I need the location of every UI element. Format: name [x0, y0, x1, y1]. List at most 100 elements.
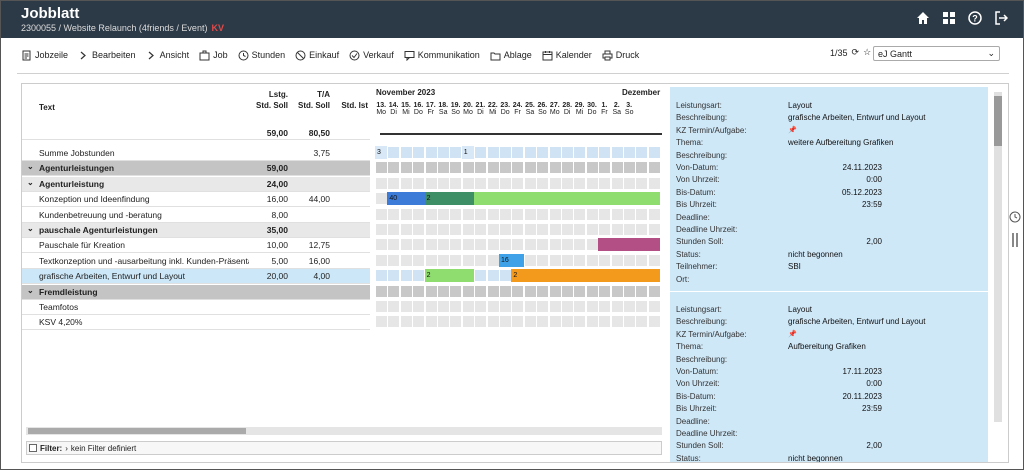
gantt-bar[interactable]: [598, 238, 661, 252]
gantt-cell[interactable]: [623, 207, 636, 221]
help-icon[interactable]: ?: [967, 10, 983, 26]
table-row[interactable]: Textkonzeption und -ausarbeitung inkl. K…: [22, 254, 370, 269]
gantt-cell[interactable]: [647, 207, 661, 221]
gantt-bar[interactable]: 1: [461, 146, 475, 159]
gantt-cell[interactable]: [573, 176, 587, 190]
gantt-cell[interactable]: [474, 207, 488, 221]
chevron-down-icon[interactable]: ⌄: [27, 177, 34, 187]
gantt-cell[interactable]: [647, 161, 661, 175]
gantt-cell[interactable]: [387, 300, 401, 313]
gantt-cell[interactable]: [523, 146, 537, 159]
gantt-bar[interactable]: 2: [424, 269, 475, 283]
gantt-cell[interactable]: [375, 269, 388, 283]
gantt-cell[interactable]: [499, 176, 512, 190]
gantt-cell[interactable]: [585, 284, 599, 298]
gantt-cell[interactable]: [437, 284, 450, 298]
gantt-cell[interactable]: [610, 300, 624, 313]
gantt-cell[interactable]: [449, 161, 463, 175]
gantt-cell[interactable]: [449, 146, 463, 159]
gantt-cell[interactable]: [461, 284, 475, 298]
gantt-cell[interactable]: [511, 207, 525, 221]
gantt-cell[interactable]: [523, 176, 537, 190]
gantt-cell[interactable]: [548, 223, 562, 236]
gantt-cell[interactable]: [375, 223, 388, 236]
gantt-cell[interactable]: [375, 207, 388, 221]
gantt-cell[interactable]: [610, 176, 624, 190]
gantt-cell[interactable]: [387, 207, 401, 221]
gantt-cell[interactable]: [461, 300, 475, 313]
gantt-cell[interactable]: [449, 253, 463, 267]
gantt-cell[interactable]: [523, 238, 537, 252]
gantt-cell[interactable]: [474, 315, 488, 329]
gantt-cell[interactable]: [461, 315, 475, 329]
gantt-cell[interactable]: [449, 207, 463, 221]
gantt-cell[interactable]: [399, 146, 413, 159]
gantt-cell[interactable]: [387, 238, 401, 252]
toolbar-item-ansicht[interactable]: Ansicht: [146, 50, 189, 61]
gantt-cell[interactable]: [647, 146, 661, 159]
gantt-cell[interactable]: [573, 146, 587, 159]
table-row[interactable]: Teamfotos: [22, 300, 370, 315]
gantt-cell[interactable]: [399, 207, 413, 221]
gantt-cell[interactable]: [474, 238, 488, 252]
gantt-cell[interactable]: [610, 284, 624, 298]
toolbar-item-ablage[interactable]: Ablage: [490, 50, 532, 61]
gantt-cell[interactable]: [474, 223, 488, 236]
clock-icon[interactable]: [1009, 211, 1021, 223]
gantt-cell[interactable]: [387, 161, 401, 175]
gantt-cell[interactable]: [437, 176, 450, 190]
gantt-cell[interactable]: [449, 176, 463, 190]
gantt-cell[interactable]: [548, 284, 562, 298]
gantt-cell[interactable]: [511, 146, 525, 159]
gantt-cell[interactable]: [635, 253, 649, 267]
toolbar-item-jobzeile[interactable]: Jobzeile: [21, 50, 68, 61]
table-row[interactable]: ⌄ Agenturleistungen 59,00: [22, 161, 370, 177]
gantt-cell[interactable]: [548, 300, 562, 313]
gantt-cell[interactable]: [499, 207, 512, 221]
gantt-cell[interactable]: [623, 223, 636, 236]
gantt-cell[interactable]: [387, 269, 401, 283]
table-row[interactable]: Summe Jobstunden 3,75: [22, 146, 370, 161]
gantt-cell[interactable]: [548, 146, 562, 159]
gantt-cell[interactable]: [573, 253, 587, 267]
gantt-cell[interactable]: [437, 223, 450, 236]
gantt-cell[interactable]: [585, 300, 599, 313]
gantt-cell[interactable]: [486, 269, 500, 283]
gantt-cell[interactable]: [387, 315, 401, 329]
gantt-cell[interactable]: [375, 192, 388, 206]
gantt-cell[interactable]: [499, 315, 512, 329]
gantt-cell[interactable]: [635, 284, 649, 298]
logout-icon[interactable]: [993, 10, 1009, 26]
gantt-cell[interactable]: [561, 223, 574, 236]
gantt-cell[interactable]: [585, 146, 599, 159]
filter-text[interactable]: kein Filter definiert: [70, 443, 137, 453]
drag-handle[interactable]: [1012, 233, 1018, 247]
gantt-cell[interactable]: [511, 176, 525, 190]
gantt-cell[interactable]: [647, 300, 661, 313]
gantt-cell[interactable]: [449, 238, 463, 252]
gantt-cell[interactable]: [511, 238, 525, 252]
gantt-cell[interactable]: [486, 146, 500, 159]
gantt-cell[interactable]: [585, 176, 599, 190]
gantt-cell[interactable]: [523, 284, 537, 298]
gantt-cell[interactable]: [623, 176, 636, 190]
gantt-cell[interactable]: [412, 284, 426, 298]
gantt-cell[interactable]: [461, 161, 475, 175]
gantt-cell[interactable]: [399, 238, 413, 252]
gantt-cell[interactable]: [573, 300, 587, 313]
table-row[interactable]: ⌄ Fremdleistung: [22, 284, 370, 300]
gantt-cell[interactable]: [511, 300, 525, 313]
gantt-cell[interactable]: [598, 300, 612, 313]
toolbar-item-kalender[interactable]: Kalender: [542, 50, 592, 61]
gantt-cell[interactable]: [523, 315, 537, 329]
gantt-cell[interactable]: [499, 223, 512, 236]
table-row[interactable]: grafische Arbeiten, Entwurf und Layout 20…: [22, 269, 370, 285]
gantt-cell[interactable]: [399, 284, 413, 298]
gantt-cell[interactable]: [585, 315, 599, 329]
scrollbar-horizontal[interactable]: [26, 427, 662, 435]
gantt-cell[interactable]: [647, 176, 661, 190]
gantt-cell[interactable]: [561, 146, 574, 159]
gantt-cell[interactable]: [486, 161, 500, 175]
gantt-cell[interactable]: [635, 315, 649, 329]
gantt-cell[interactable]: [375, 284, 388, 298]
